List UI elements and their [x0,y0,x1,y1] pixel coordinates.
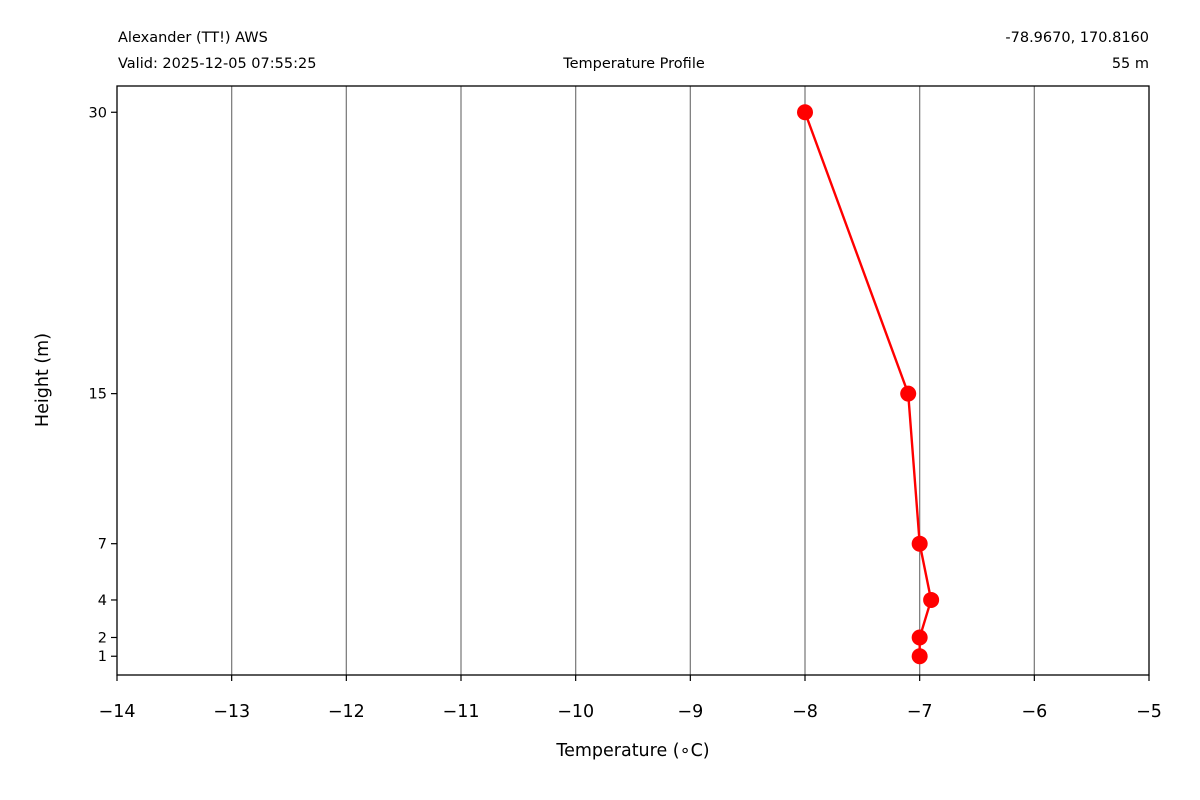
x-tick-label: −10 [557,702,594,722]
data-point [923,591,940,608]
station-name: Alexander (TT!) AWS [118,30,268,46]
y-axis-ticks: 1 2 4 7 15 30 [89,105,117,665]
x-tick-label: −12 [328,702,365,722]
y-tick-label: 1 [98,649,107,665]
x-axis-ticks: −14 −13 −12 −11 −10 −9 −8 −7 −6 −5 [99,675,1162,722]
data-point [911,648,928,665]
y-tick-label: 15 [89,387,107,403]
data-point [911,629,928,646]
x-tick-label: −5 [1136,702,1162,722]
x-tick-label: −7 [907,702,933,722]
x-tick-label: −8 [792,702,818,722]
temperature-series [797,104,940,665]
data-point [900,385,917,402]
y-tick-label: 7 [98,537,107,553]
x-tick-label: −14 [99,702,136,722]
data-point [911,535,928,552]
x-tick-label: −6 [1021,702,1047,722]
y-tick-label: 4 [98,593,107,609]
station-elevation: 55 m [1112,56,1149,72]
y-tick-label: 30 [89,105,107,121]
chart-title: Temperature Profile [562,56,705,72]
x-axis-label: Temperature (∘C) [555,741,709,761]
series-line [803,111,933,657]
valid-time: Valid: 2025-12-05 07:55:25 [118,56,316,72]
y-axis-label: Height (m) [33,333,53,427]
plot-frame [116,85,1150,676]
grid-lines [231,86,1035,675]
x-tick-label: −9 [677,702,703,722]
x-tick-label: −11 [443,702,480,722]
data-point [797,104,813,121]
x-tick-label: −13 [213,702,250,722]
station-coordinates: -78.9670, 170.8160 [1005,30,1149,46]
y-tick-label: 2 [98,630,107,646]
